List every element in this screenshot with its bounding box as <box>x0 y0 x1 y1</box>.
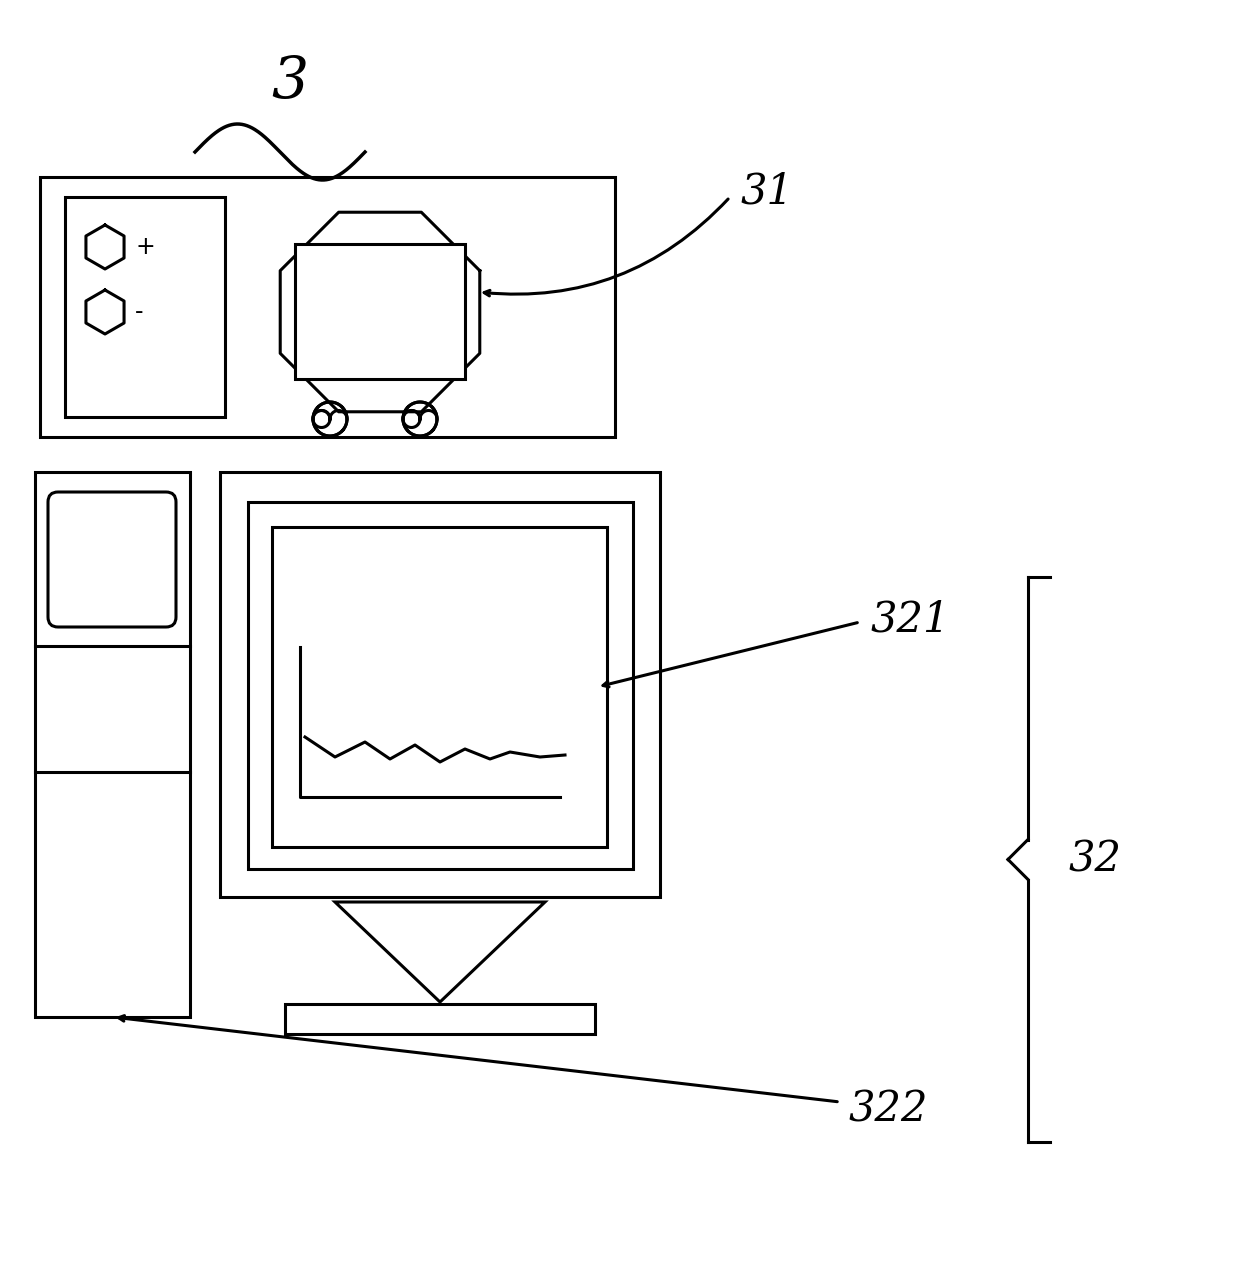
Bar <box>285 1003 595 1034</box>
Text: 32: 32 <box>1068 839 1120 881</box>
Bar <box>295 245 465 379</box>
Text: +: + <box>135 234 155 258</box>
Bar <box>272 527 607 848</box>
Text: 321: 321 <box>870 598 950 640</box>
Text: 31: 31 <box>740 171 794 213</box>
Bar <box>66 196 225 417</box>
Text: 322: 322 <box>848 1088 927 1130</box>
Bar <box>220 473 660 897</box>
Bar <box>40 177 615 437</box>
Text: 3: 3 <box>271 53 308 110</box>
Text: -: - <box>135 300 144 324</box>
Bar <box>248 502 633 869</box>
Polygon shape <box>280 212 480 412</box>
FancyBboxPatch shape <box>48 492 176 627</box>
Bar <box>35 473 189 1017</box>
